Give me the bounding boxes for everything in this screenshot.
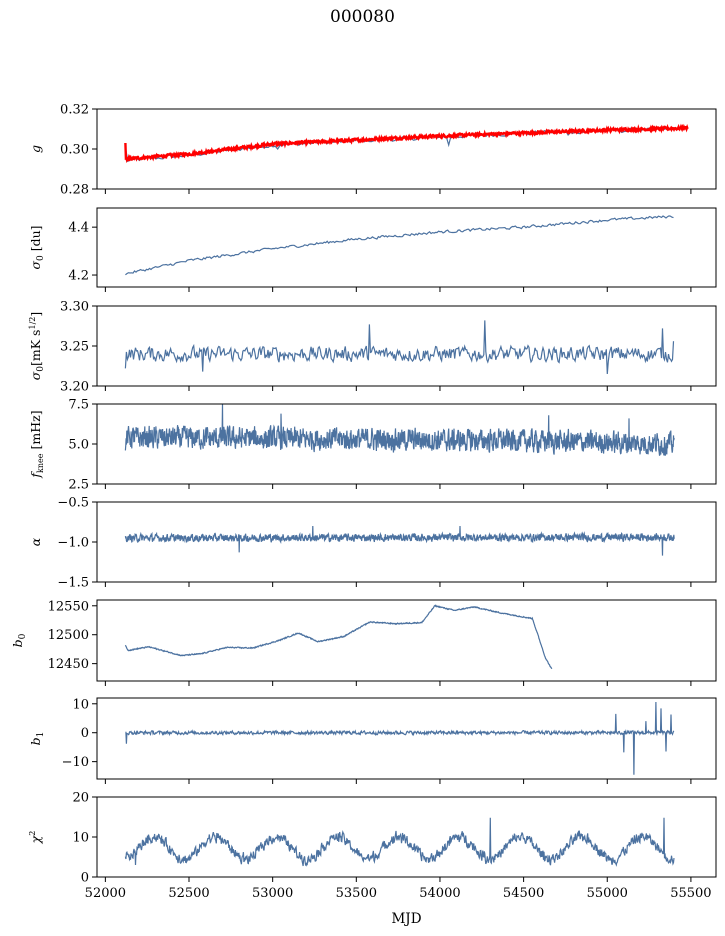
y-tick-label: 0.30 <box>60 143 89 158</box>
y-axis-label: α <box>28 537 43 546</box>
axes-frame <box>96 305 717 387</box>
x-tick-label: 54000 <box>419 886 460 901</box>
y-tick-label: 3.30 <box>60 300 89 315</box>
y-tick-label: 2.5 <box>68 478 89 493</box>
panel-5: −1.5 −1.0 −0.5 α <box>28 496 717 591</box>
y-axis-label: fknee [mHz] <box>28 410 45 478</box>
y-axis-label: g <box>28 145 43 153</box>
y-axis-label: χ2 <box>28 831 43 845</box>
model-line <box>124 123 689 164</box>
y-tick-label: 10 <box>72 831 89 846</box>
x-tick-label: 55000 <box>587 886 628 901</box>
y-tick-label: 3.25 <box>60 340 89 355</box>
y-tick-label: 12450 <box>48 657 89 672</box>
y-tick-label: 5.0 <box>68 438 89 453</box>
x-tick-label: 52500 <box>168 886 209 901</box>
y-axis-label: b0 <box>10 633 28 647</box>
y-tick-label: 20 <box>72 791 89 806</box>
y-tick-label: −1.5 <box>57 576 89 591</box>
y-tick-label: 12500 <box>48 628 89 643</box>
panel-6: 12450 12500 12550 b0 <box>10 599 717 686</box>
axes-frame <box>96 501 717 583</box>
y-tick-label: 0 <box>81 871 89 886</box>
y-tick-label: −0.5 <box>57 496 89 511</box>
x-axis-label: MJD <box>391 911 421 927</box>
series-line <box>124 604 553 670</box>
x-tick-label: 52000 <box>85 886 126 901</box>
axes-frame <box>96 108 717 190</box>
figure-title: 000080 <box>330 7 395 27</box>
y-tick-label: 4.4 <box>68 221 89 236</box>
y-tick-label: 0.28 <box>60 183 89 198</box>
series-line <box>124 817 675 867</box>
y-tick-label: 10 <box>72 697 89 712</box>
y-tick-label: 3.20 <box>60 380 89 395</box>
panel-8: 0 10 20 52000 52500 53000 53500 54000 54500 55000… <box>28 791 717 901</box>
y-tick-label: −10 <box>62 755 89 770</box>
panel-1: 0.28 0.30 0.32 g <box>28 103 717 198</box>
series-line <box>125 215 674 276</box>
x-tick-label: 53000 <box>252 886 293 901</box>
y-tick-label: 0.32 <box>60 103 89 118</box>
y-tick-label: 0 <box>81 726 89 741</box>
axes-frame <box>96 697 717 780</box>
x-tick-label: 54500 <box>503 886 544 901</box>
y-axis-label: σ0[mK s1/2] <box>28 312 46 381</box>
panel-7: −10 0 10 b1 <box>28 697 717 784</box>
series-line <box>124 404 675 457</box>
series-line <box>124 320 675 375</box>
y-axis-label: b1 <box>28 732 46 746</box>
y-tick-label: 12550 <box>48 599 89 614</box>
y-axis-label: σ0 [du] <box>28 225 46 269</box>
y-tick-label: −1.0 <box>57 536 89 551</box>
panel-4: 2.5 5.0 7.5 fknee [mHz] <box>28 398 717 493</box>
x-tick-label: 55500 <box>670 886 711 901</box>
axes-frame <box>96 599 717 682</box>
y-tick-label: 7.5 <box>68 398 89 413</box>
series-line <box>125 701 675 775</box>
series-line <box>124 525 675 556</box>
panel-3: 3.20 3.25 3.30 σ0[mK s1/2] <box>28 300 717 395</box>
axes-frame <box>96 207 717 288</box>
panel-2: 4.2 4.4 σ0 [du] <box>28 207 717 292</box>
x-tick-label: 53500 <box>336 886 377 901</box>
y-tick-label: 4.2 <box>68 269 89 284</box>
